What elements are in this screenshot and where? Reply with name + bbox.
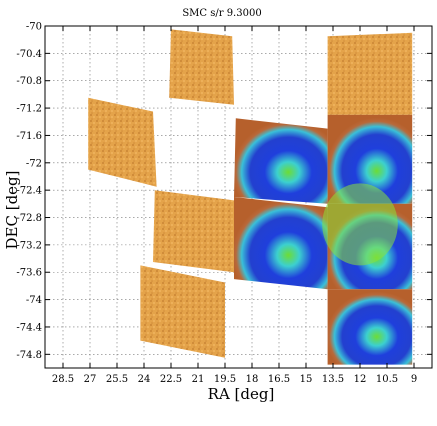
- x-tick-label: 10.5: [376, 374, 398, 385]
- x-tick-label: 19.5: [214, 374, 236, 385]
- survey-field-f3: [88, 97, 157, 187]
- plot-frame: [44, 25, 433, 369]
- x-tick-labels: 28.5 27 25.5 24 22.5 21 19.5 18 16.5 15 13.5 12 10.5…: [52, 374, 417, 385]
- y-tick-label: -72: [26, 158, 42, 169]
- density-peak: [322, 183, 398, 266]
- y-tick-labels: -70 -70.4 -70.8 -71.2 -71.6 -72 -72.4 -72.8 -73.…: [16, 22, 42, 361]
- survey-field-f1: [169, 29, 234, 105]
- y-tick-label: -71.2: [16, 104, 42, 115]
- y-tick-label: -70.8: [16, 76, 42, 87]
- survey-field-f2: [327, 32, 413, 115]
- y-tick-label: -74.8: [16, 350, 42, 361]
- x-tick-label: 9: [411, 374, 417, 385]
- x-tick-label: 12: [354, 374, 367, 385]
- x-tick-label: 25.5: [106, 374, 128, 385]
- x-tick-label: 16.5: [268, 374, 290, 385]
- y-tick-label: -73.6: [16, 268, 42, 279]
- survey-field-f4: [234, 118, 328, 204]
- y-tick-label: -70.4: [16, 49, 42, 60]
- x-axis-title: RA [deg]: [208, 385, 275, 403]
- y-axis-title: DEC [deg]: [3, 170, 21, 249]
- x-tick-label: 28.5: [52, 374, 74, 385]
- x-tick-label: 18: [246, 374, 259, 385]
- x-tick-label: 21: [192, 374, 205, 385]
- survey-fields: [88, 29, 413, 365]
- y-tick-label: -72.4: [16, 186, 42, 197]
- x-tick-label: 27: [84, 374, 97, 385]
- x-tick-label: 22.5: [160, 374, 182, 385]
- x-tick-label: 24: [138, 374, 151, 385]
- density-peak-group: [322, 183, 398, 266]
- y-tick-label: -71.6: [16, 131, 42, 142]
- y-tick-label: -70: [26, 22, 42, 33]
- survey-field-f6: [153, 190, 234, 273]
- survey-field-f7: [234, 197, 328, 290]
- axis-ticks: [45, 25, 432, 368]
- x-tick-label: 13.5: [322, 374, 344, 385]
- x-tick-label: 15: [300, 374, 313, 385]
- y-tick-label: -73.2: [16, 240, 42, 251]
- chart-title: SMC s/r 9.3000: [182, 8, 261, 19]
- survey-field-f10: [327, 289, 413, 365]
- y-tick-label: -74.4: [16, 322, 42, 333]
- y-tick-label: -74: [26, 295, 42, 306]
- survey-field-f5: [327, 114, 413, 204]
- y-tick-label: -72.8: [16, 213, 42, 224]
- survey-field-f9: [140, 265, 225, 358]
